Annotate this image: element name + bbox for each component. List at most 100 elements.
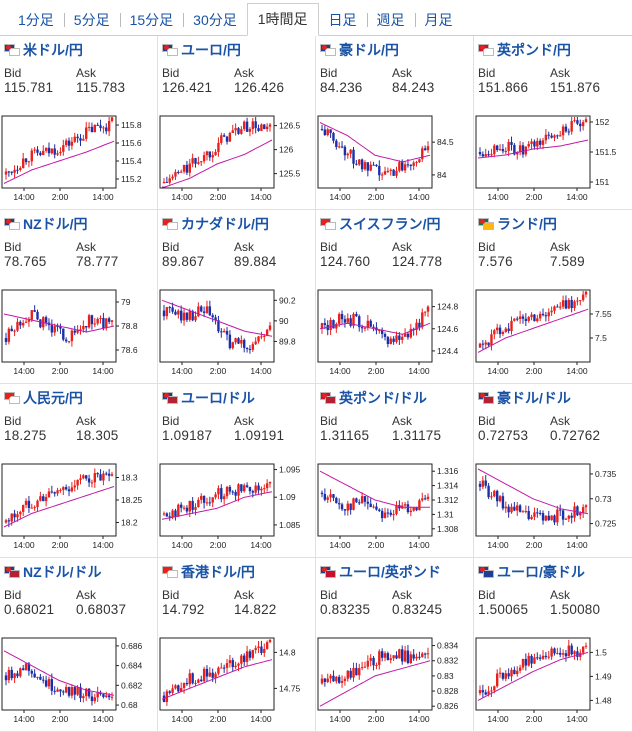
price-chart[interactable]: 84.5 84 14:00 2:00 14:00 [316,114,474,210]
candle-body [48,148,50,153]
price-chart[interactable]: 126.5 126 125.5 14:00 2:00 14:00 [158,114,316,210]
candle-body [516,505,518,510]
price-chart[interactable]: 115.8 115.6 115.4 115.2 14:00 2:00 14:00 [0,114,158,210]
tab-4[interactable]: 30分足 [183,5,247,35]
x-tick-label: 14:00 [329,366,351,376]
chart-svg: 7.557.514:00 2:00 14:00 [474,288,628,384]
candle-body [25,322,27,323]
ask-value: 7.589 [550,254,622,269]
candle-body [490,334,492,345]
bid-label: Bid [320,240,392,254]
tab-2[interactable]: 5分足 [64,5,120,35]
price-chart[interactable]: 1.5 1.49 1.48 14:00 2:00 14:00 [474,636,632,732]
candle-body [171,177,173,179]
candle-body [490,496,492,497]
rate-card: カナダドル/円 Bid 89.867 Ask 89.884 90.2 90 89.8 14:00… [158,210,316,384]
price-chart[interactable]: 18.3 18.25 18.2 14:00 2:00 14:00 [0,462,158,558]
tab-6[interactable]: 日足 [319,5,367,35]
price-chart[interactable]: 90.2 90 89.8 14:00 2:00 14:00 [158,288,316,384]
x-tick-label: 2:00 [526,192,543,202]
price-chart[interactable]: 7.55 7.5 14:00 2:00 14:00 [474,288,632,384]
rate-card-header: 豪ドル/ドル [478,384,632,412]
price-chart[interactable]: 0.735 0.73 0.725 14:00 2:00 14:00 [474,462,632,558]
candle-body [412,508,414,511]
candle-body [479,690,481,693]
candle-body [76,687,78,694]
pair-link[interactable]: スイスフラン/円 [339,214,440,234]
price-chart[interactable]: 0.686 0.684 0.682 0.68 14:00 2:00 14:00 [0,636,158,732]
candle-body [263,488,265,489]
chart-svg: 90.29089.814:00 2:00 14:00 [158,288,312,384]
candle-body [364,328,366,329]
candle-body [387,337,389,344]
y-tick-label: 78.6 [121,345,138,355]
candle-body [332,676,334,682]
candle-body [381,174,383,175]
pair-link[interactable]: 人民元/円 [23,388,83,408]
price-chart[interactable]: 124.8 124.6 124.4 14:00 2:00 14:00 [316,288,474,384]
y-tick-label: 125.5 [279,169,301,179]
candle-body [252,121,254,129]
x-tick-label: 14:00 [92,192,114,202]
ask-label: Ask [76,588,148,602]
pair-link[interactable]: 豪ドル/円 [339,40,399,60]
ask-value: 78.777 [76,254,148,269]
pair-link[interactable]: NZドル/ドル [23,562,102,582]
candle-body [74,687,76,695]
candle-body [505,673,507,679]
pair-link[interactable]: ユーロ/円 [181,40,241,60]
tab-1[interactable]: 1分足 [8,5,64,35]
pair-link[interactable]: 豪ドル/ドル [497,388,571,408]
pair-link[interactable]: 香港ドル/円 [181,562,255,582]
candle-body [496,674,498,687]
candle-body [48,492,50,498]
candle-body [5,520,7,522]
candle-body [568,646,570,657]
candle-body [257,336,259,341]
candle-body [111,117,113,121]
tab-3[interactable]: 15分足 [120,5,184,35]
tab-5[interactable]: 1時間足 [247,3,319,36]
y-tick-label: 1.31 [437,509,454,519]
pair-link[interactable]: ユーロ/英ポンド [339,562,441,582]
chart-svg: 1.3161.3141.3121.311.30814:00 2:00 14:00 [316,462,470,558]
pair-link[interactable]: ユーロ/豪ドル [497,562,585,582]
chart-svg: 0.6860.6840.6820.6814:00 2:00 14:00 [0,636,154,732]
tab-8[interactable]: 月足 [415,5,463,35]
price-chart[interactable]: 14.8 14.75 14:00 2:00 14:00 [158,636,316,732]
y-tick-label: 0.832 [437,656,459,666]
pair-link[interactable]: NZドル/円 [23,214,88,234]
price-chart[interactable]: 79 78.8 78.6 14:00 2:00 14:00 [0,288,158,384]
pair-link[interactable]: ユーロ/ドル [181,388,255,408]
y-tick-label: 1.314 [437,481,459,491]
candle-body [344,147,346,156]
candle-body [496,328,498,331]
candle-body [266,642,268,649]
price-chart[interactable]: 0.834 0.832 0.83 0.828 0.826 14:00 2:00 14:00 [316,636,474,732]
candle-body [496,146,498,150]
price-chart[interactable]: 1.095 1.09 1.085 14:00 2:00 14:00 [158,462,316,558]
candle-body [570,121,572,132]
price-chart[interactable]: 152 151.5 151 14:00 2:00 14:00 [474,114,632,210]
candle-body [22,159,24,168]
candle-body [384,513,386,518]
pair-link[interactable]: カナダドル/円 [181,214,269,234]
candle-body [260,124,262,130]
pair-link[interactable]: 英ポンド/円 [497,40,571,60]
price-chart[interactable]: 1.316 1.314 1.312 1.31 1.308 14:00 2:00 14:00 [316,462,474,558]
chart-svg: 115.8115.6115.4115.214:00 2:00 14:00 [0,114,154,210]
tab-7[interactable]: 週足 [367,5,415,35]
candle-body [412,654,414,658]
candle-body [410,654,412,663]
x-tick-label: 14:00 [171,366,193,376]
pair-link[interactable]: 英ポンド/ドル [339,388,427,408]
ask-label: Ask [550,240,622,254]
candle-body [68,687,70,696]
candle-body [412,163,414,166]
rate-card-header: 人民元/円 [4,384,157,412]
pair-link[interactable]: ランド/円 [497,214,557,234]
candle-body [401,337,403,340]
candle-body [499,328,501,334]
candle-body [507,329,509,331]
pair-link[interactable]: 米ドル/円 [23,40,83,60]
